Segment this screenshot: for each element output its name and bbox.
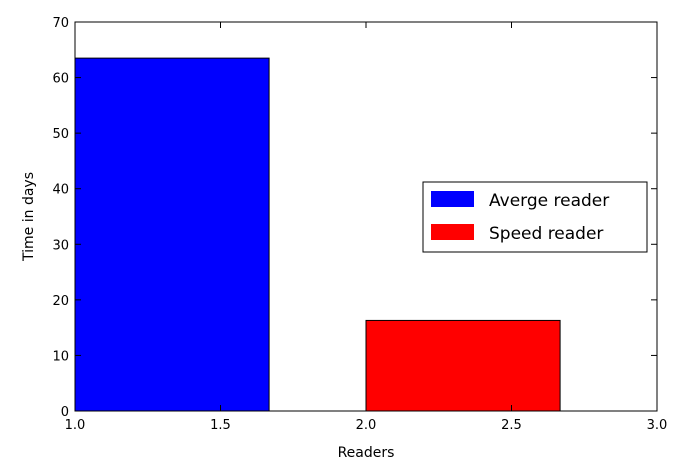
legend-label-speed-reader: Speed reader — [489, 224, 603, 244]
bars-layer — [74, 57, 561, 412]
y-tick-label: 10 — [52, 349, 69, 364]
bar-speed-reader — [365, 319, 561, 412]
y-tick-label: 50 — [52, 127, 69, 142]
x-tick-label: 3.0 — [647, 418, 668, 433]
x-tick-label: 2.5 — [501, 418, 522, 433]
y-tick-label: 20 — [52, 294, 69, 309]
legend-label-averge-reader: Averge reader — [489, 191, 609, 211]
x-tick-label: 2.0 — [356, 418, 377, 433]
legend-swatch-averge-reader — [431, 191, 474, 207]
y-tick-label: 0 — [61, 405, 69, 420]
y-tick-label: 70 — [52, 16, 69, 31]
y-axis-label: Time in days — [21, 172, 37, 262]
y-tick-label: 40 — [52, 183, 69, 198]
legend-swatch-speed-reader — [431, 224, 474, 240]
x-tick-label: 1.5 — [210, 418, 231, 433]
legend: Averge reader Speed reader — [422, 181, 648, 253]
x-tick-label: 1.0 — [65, 418, 86, 433]
y-tick-label: 60 — [52, 72, 69, 87]
x-axis-label: Readers — [338, 445, 395, 461]
ticks-layer: 1.0 1.5 2.0 2.5 3.0 0 10 20 30 40 50 60 70 — [52, 16, 667, 433]
y-tick-label: 30 — [52, 238, 69, 253]
bar-averge-reader — [74, 57, 270, 412]
